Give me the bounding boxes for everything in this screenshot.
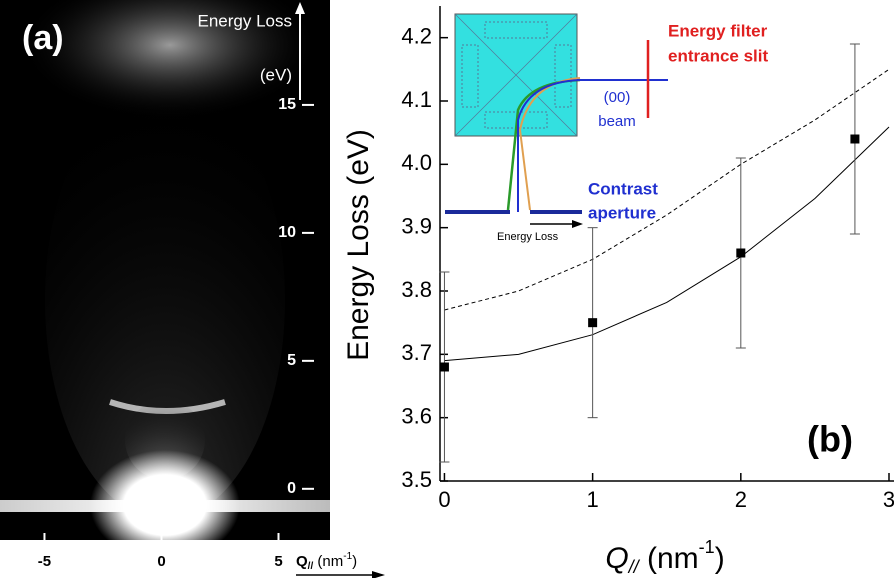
y-tick-label: 3.9 <box>401 213 432 238</box>
inset-pattern <box>484 21 548 39</box>
x-tick-label: 1 <box>587 487 599 512</box>
inset-label: beam <box>598 113 636 130</box>
zero-loss-peak <box>90 450 240 560</box>
y-tick-label: 4.2 <box>401 23 432 48</box>
inset-pattern <box>454 13 578 137</box>
y-tick-label: 4.1 <box>401 87 432 112</box>
y-tick-label: 3.5 <box>401 467 432 492</box>
glow <box>20 0 320 120</box>
axis-arrow-head <box>295 2 305 14</box>
beam-path <box>518 77 581 211</box>
x-axis-label: Q// (nm-1) <box>296 551 357 572</box>
inset-pattern <box>461 44 479 108</box>
data-point <box>736 248 746 258</box>
inset-label: (00) <box>604 89 631 106</box>
y-axis-unit: (eV) <box>260 65 292 84</box>
glow <box>45 80 285 520</box>
x-tick-label: -5 <box>38 553 51 570</box>
panel-label: (a) <box>22 19 64 57</box>
x-axis-label: Q// (nm-1) <box>605 537 724 577</box>
y-axis-label: Energy Loss <box>198 11 293 30</box>
inset-pattern <box>554 44 572 108</box>
axis-arrow-head <box>372 571 385 578</box>
x-tick-label: 0 <box>157 553 165 570</box>
inset-label: Energy filter <box>668 21 768 40</box>
data-point <box>439 362 449 372</box>
y-tick-label: 3.7 <box>401 340 432 365</box>
beam-path <box>517 79 581 212</box>
inset: Energy filter entrance slit (00) beam Co… <box>445 13 768 243</box>
panel-b: (b) Energy Loss (eV) Q// (nm-1) Energy f… <box>342 6 894 577</box>
y-tick-label: 3.8 <box>401 277 432 302</box>
inset-label: Contrast <box>588 179 658 198</box>
fit-curve <box>444 126 890 362</box>
inset-label: aperture <box>588 203 656 222</box>
y-tick-label: 15 <box>278 96 296 113</box>
y-tick-label: 4.0 <box>401 150 432 175</box>
panel-label: (b) <box>807 419 853 460</box>
arrow-head <box>572 220 583 228</box>
y-tick-label: 10 <box>278 224 296 241</box>
y-tick-label: 3.6 <box>401 403 432 428</box>
y-tick-label: 5 <box>287 352 296 369</box>
y-axis-label: Energy Loss (eV) <box>342 129 375 361</box>
x-tick-label: 3 <box>883 487 894 512</box>
x-tick-label: 5 <box>274 553 282 570</box>
data-point <box>588 318 598 328</box>
inset-label: Energy Loss <box>497 231 559 243</box>
data-point <box>850 134 860 144</box>
y-tick-label: 0 <box>287 480 296 497</box>
panel-a: (a) Energy Loss (eV) Q// (nm-1) 0 5 10 15 -5… <box>0 0 385 578</box>
inset-label: entrance slit <box>668 46 768 65</box>
x-tick-label: 2 <box>735 487 747 512</box>
x-tick-label: 0 <box>438 487 450 512</box>
